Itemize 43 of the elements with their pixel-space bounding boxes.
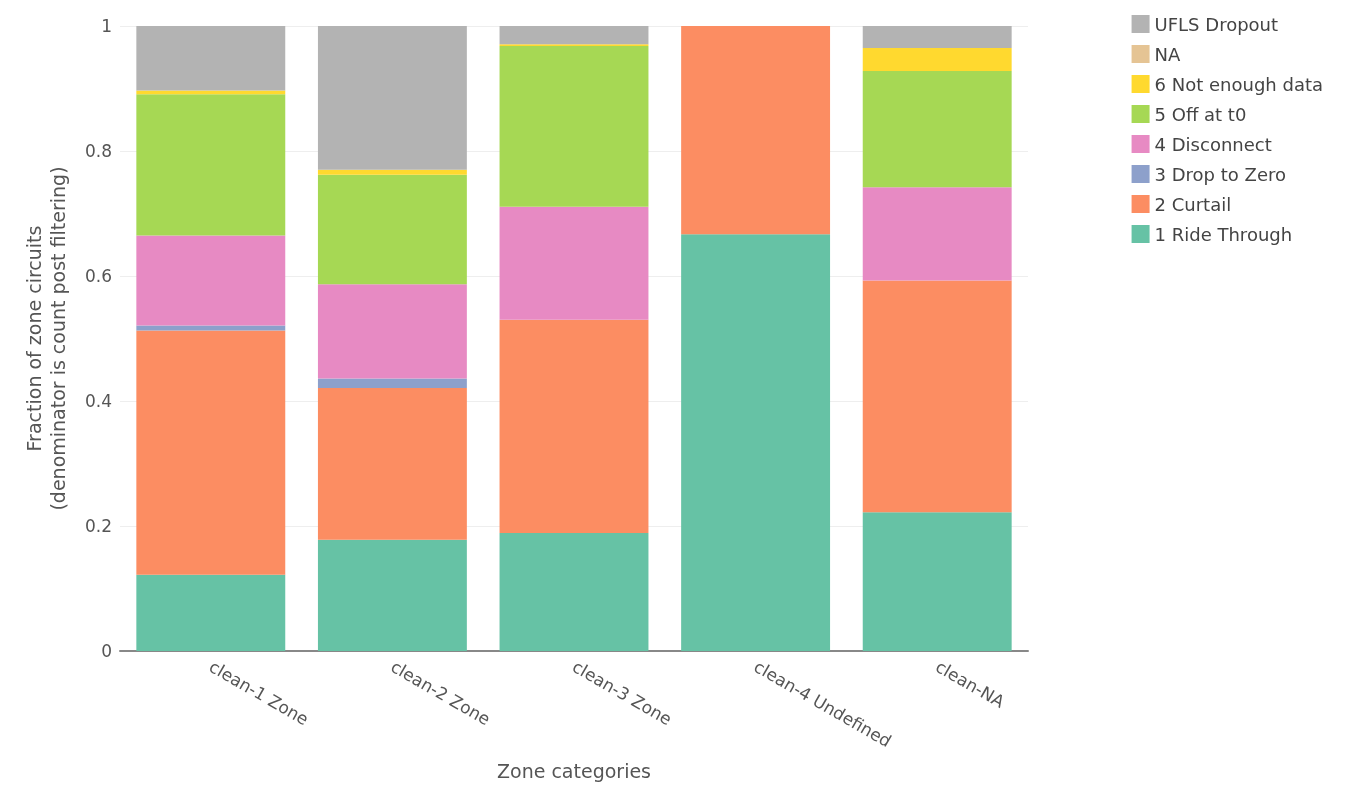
bar <box>317 284 467 379</box>
bar <box>317 378 467 388</box>
bar <box>136 330 286 575</box>
y-tick-label: 0.8 <box>84 141 112 161</box>
x-axis-title: Zone categories <box>496 759 652 782</box>
bar <box>862 512 1012 651</box>
legend-label: UFLS Dropout <box>1154 13 1279 35</box>
bar <box>862 71 1012 188</box>
y-axis-title: Fraction of zone circuits (denominator is count post filtering) <box>23 166 69 511</box>
bar <box>136 90 286 95</box>
bar <box>499 319 649 533</box>
bar <box>136 574 286 651</box>
y-tick-label: 0.4 <box>84 391 112 411</box>
y-tick-label: 1 <box>101 16 112 36</box>
bar <box>862 187 1012 281</box>
y-tick-label: 0 <box>101 641 112 661</box>
bar <box>862 280 1012 513</box>
bar <box>317 26 467 170</box>
legend-label: 5 Off at t0 <box>1154 103 1247 125</box>
bar <box>317 539 467 651</box>
bar <box>136 26 286 91</box>
bar <box>136 94 286 236</box>
y-tick-label: 0.6 <box>84 266 112 286</box>
y-tick-label: 0.2 <box>84 516 112 536</box>
bar <box>317 387 467 540</box>
legend-label: 3 Drop to Zero <box>1154 163 1286 185</box>
legend-label: 1 Ride Through <box>1154 223 1293 245</box>
bar <box>317 169 467 175</box>
bar <box>499 532 649 651</box>
bar <box>681 234 831 651</box>
legend-label: 2 Curtail <box>1154 193 1232 215</box>
bar <box>136 325 286 331</box>
bar <box>136 235 286 326</box>
bar <box>499 206 649 320</box>
bar <box>862 47 1012 71</box>
bar <box>499 46 649 207</box>
legend-label: 6 Not enough data <box>1154 73 1323 95</box>
legend-label: 4 Disconnect <box>1154 133 1272 155</box>
bar <box>499 26 649 45</box>
bar <box>681 26 831 235</box>
bar <box>317 174 467 285</box>
bar <box>862 26 1012 48</box>
legend-label: NA <box>1154 43 1182 65</box>
